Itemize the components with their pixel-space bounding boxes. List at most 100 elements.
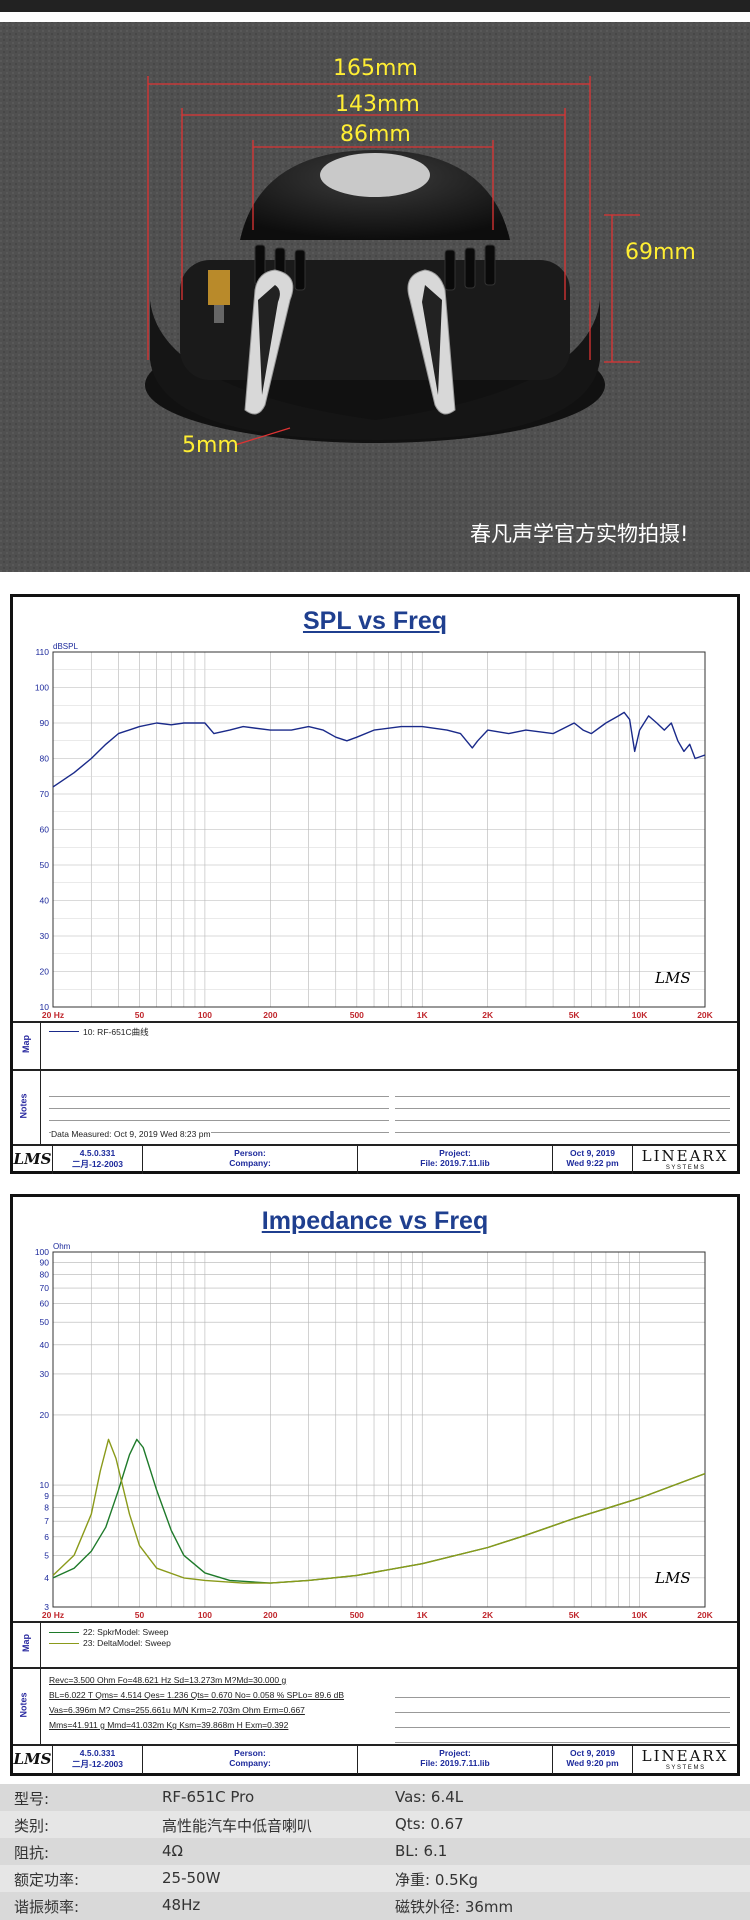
spec-label: 额定功率: — [14, 1871, 80, 1889]
imp-footer-person-cell: Person: Company: — [143, 1746, 358, 1774]
spl-footer-file: File: 2019.7.11.lib — [420, 1158, 490, 1168]
imp-footer-logo-cell: LMS — [13, 1746, 53, 1774]
imp-notes-line-3: Vas=6.396m M? Cms=255.661u M/N Krm=2.703… — [49, 1705, 305, 1715]
dimension-165: 165mm — [333, 56, 418, 81]
spl-footer-project-cell: Project: File: 2019.7.11.lib — [358, 1146, 553, 1174]
y-tick-label: 70 — [40, 789, 50, 799]
imp-notes-label: Notes — [18, 1692, 29, 1718]
y-tick-label: 90 — [40, 1258, 50, 1268]
spl-footer-date: Oct 9, 2019 — [570, 1148, 615, 1158]
imp-legend-swatch-2 — [49, 1643, 79, 1644]
imp-legend-label-1: 22: SpkrModel: Sweep — [83, 1627, 169, 1637]
spec-label: 阻抗: — [14, 1844, 50, 1862]
x-tick-label: 2K — [482, 1610, 494, 1620]
x-tick-label: 200 — [263, 1010, 277, 1020]
imp-notes-line-1: Revc=3.500 Ohm Fo=48.621 Hz Sd=13.273m M… — [49, 1675, 287, 1685]
spl-notes-label-cell: Notes — [13, 1071, 41, 1144]
spl-footer-version-date: 二月-12-2003 — [71, 1159, 124, 1169]
dimension-5: 5mm — [182, 433, 239, 458]
imp-logo: LMS — [655, 1569, 691, 1587]
x-tick-label: 5K — [569, 1610, 581, 1620]
spl-footer-company: Company: — [229, 1158, 271, 1168]
imp-footer-file: File: 2019.7.11.lib — [420, 1758, 490, 1768]
spl-notes-label: Notes — [18, 1093, 29, 1119]
dimension-69: 69mm — [625, 240, 696, 265]
imp-footer-project-cell: Project: File: 2019.7.11.lib — [358, 1746, 553, 1774]
spec-value: RF-651C Pro — [162, 1788, 255, 1806]
y-tick-label: 4 — [44, 1573, 49, 1583]
imp-notes-lines-right — [395, 1683, 730, 1743]
photo-caption: 春凡声学官方实物拍摄! — [470, 522, 689, 546]
imp-notes-label-cell: Notes — [13, 1669, 41, 1744]
y-tick-label: 60 — [40, 1299, 50, 1309]
imp-footer-version: 4.5.0.331 — [79, 1748, 116, 1758]
y-tick-label: 70 — [40, 1283, 50, 1293]
x-tick-label: 100 — [198, 1610, 212, 1620]
spec-value: 高性能汽车中低音喇叭 — [162, 1817, 313, 1835]
dimension-86: 86mm — [340, 122, 411, 147]
spl-chart-title: SPL vs Freq — [302, 607, 448, 635]
y-tick-label: 7 — [44, 1516, 49, 1526]
y-tick-label: 40 — [40, 1340, 50, 1350]
y-tick-label: 3 — [44, 1602, 49, 1612]
product-photo: 165mm 143mm 86mm 69mm 5mm 春凡声学官方实物拍摄! — [0, 0, 750, 572]
imp-notes-line-2: BL=6.022 T Qms= 4.514 Qes= 1.236 Qts= 0.… — [49, 1690, 345, 1700]
imp-footer-date: Oct 9, 2019 — [570, 1748, 615, 1758]
spl-notes-text: Data Measured: Oct 9, 2019 Wed 8:23 pm — [51, 1129, 211, 1139]
x-tick-label: 200 — [263, 1610, 277, 1620]
x-tick-label: 50 — [135, 1610, 145, 1620]
spl-map-label-cell: Map — [13, 1023, 41, 1069]
spl-chart-panel: SPL vs Freq 110 100 90 80 70 60 50 40 30 20 10 dBSP… — [10, 594, 740, 1174]
x-tick-label: 5K — [569, 1010, 581, 1020]
x-tick-label: 500 — [350, 1010, 364, 1020]
spl-footer-brand-cell: LINEARX S Y S T E M S — [633, 1146, 737, 1174]
x-tick-label: 20K — [697, 1610, 713, 1620]
imp-footer-brand-sub: S Y S T E M S — [665, 1765, 705, 1771]
spec-value: 4Ω — [162, 1842, 184, 1860]
spec-row: 谐振频率: 48Hz 磁铁外径: 36mm — [0, 1892, 750, 1919]
grid — [52, 651, 706, 1008]
imp-footer: LMS 4.5.0.331 二月-12-2003 Person: Company… — [13, 1744, 737, 1774]
spl-footer-brand-sub: S Y S T E M S — [665, 1165, 705, 1171]
y-tick-label: 50 — [40, 860, 50, 870]
y-tick-label: 50 — [40, 1317, 50, 1327]
spec-row: 阻抗: 4Ω BL: 6.1 — [0, 1838, 750, 1865]
speaker-photo-illustration — [0, 0, 750, 572]
y-tick-label: 10 — [40, 1002, 50, 1012]
y-tick-label: 80 — [40, 1270, 50, 1280]
spec-row: 型号: RF-651C Pro Vas: 6.4L — [0, 1784, 750, 1811]
x-tick-label: 1K — [417, 1610, 429, 1620]
plot-frame — [52, 1251, 706, 1608]
imp-footer-company: Company: — [229, 1758, 271, 1768]
x-tick-label: 50 — [135, 1010, 145, 1020]
x-tick-label: 500 — [350, 1610, 364, 1620]
grid — [52, 1251, 706, 1608]
spl-footer-project: Project: — [439, 1148, 471, 1158]
x-tick-label: 20 Hz — [42, 1010, 64, 1020]
imp-footer-version-cell: 4.5.0.331 二月-12-2003 — [53, 1746, 143, 1774]
spec-label: 型号: — [14, 1790, 50, 1808]
y-tick-label: 20 — [40, 967, 50, 977]
y-tick-label: 30 — [40, 931, 50, 941]
spl-footer-logo: LMS — [13, 1150, 52, 1168]
spec-label-2: Qts: 0.67 — [395, 1815, 464, 1833]
x-tick-label: 20 Hz — [42, 1610, 64, 1620]
y-tick-label: 20 — [40, 1410, 50, 1420]
x-tick-label: 10K — [632, 1010, 648, 1020]
imp-footer-project: Project: — [439, 1748, 471, 1758]
y-unit-label: Ohm — [53, 1242, 71, 1251]
imp-map-label: Map — [21, 1634, 31, 1652]
y-tick-label: 6 — [44, 1532, 49, 1542]
spl-footer-logo-cell: LMS — [13, 1146, 53, 1174]
spl-legend-swatch — [49, 1031, 79, 1032]
spec-row: 类别: 高性能汽车中低音喇叭 Qts: 0.67 — [0, 1811, 750, 1838]
imp-legend-label-2: 23: DeltaModel: Sweep — [83, 1638, 171, 1648]
imp-notes-line-4: Mms=41.911 g Mmd=41.032m Kg Ksm=39.868m … — [49, 1720, 289, 1730]
spl-footer-time: Wed 9:22 pm — [566, 1158, 619, 1168]
y-tick-label: 30 — [40, 1369, 50, 1379]
imp-map-row: Map 22: SpkrModel: Sweep 23: DeltaModel:… — [13, 1621, 737, 1669]
x-tick-label: 10K — [632, 1610, 648, 1620]
spec-row: 额定功率: 25-50W 净重: 0.5Kg — [0, 1865, 750, 1892]
imp-chart-title: Impedance vs Freq — [261, 1207, 489, 1235]
